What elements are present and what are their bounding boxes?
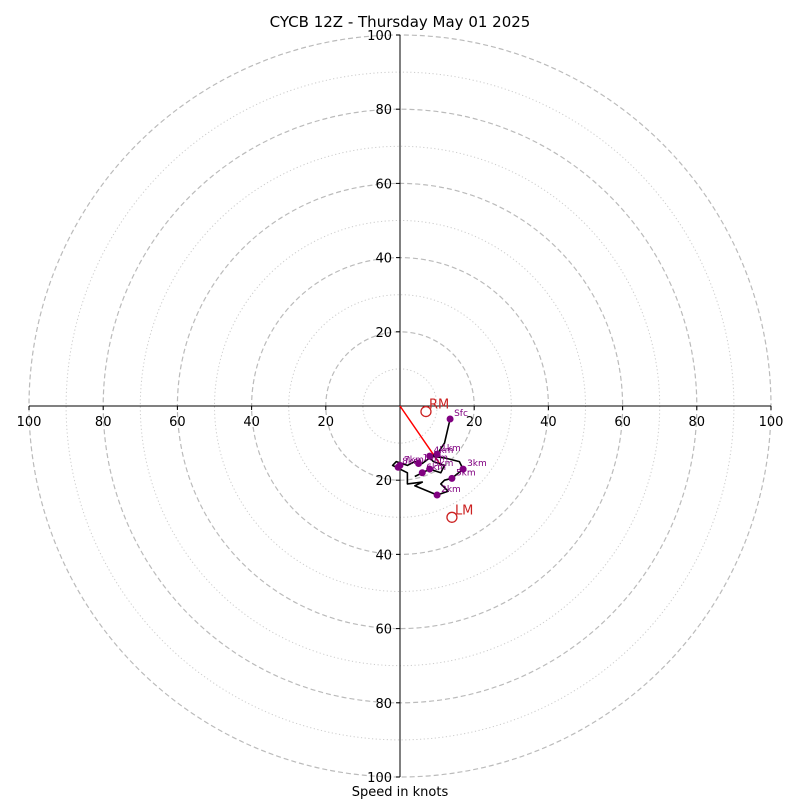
x-tick-label: 20: [466, 415, 483, 430]
height-point: [418, 469, 426, 477]
storm-motion-label: LM: [455, 503, 473, 518]
y-tick-label: 20: [375, 326, 392, 341]
y-tick-label: 40: [375, 548, 392, 563]
height-point: [433, 491, 441, 499]
x-tick-label: 20: [318, 415, 335, 430]
x-tick-label: 100: [759, 415, 784, 430]
storm-motion-marker: [420, 405, 432, 418]
y-tick-label: 60: [375, 177, 392, 192]
height-label: 8km: [402, 457, 422, 467]
height-point: [433, 450, 441, 458]
height-label: 6km: [426, 463, 446, 473]
height-label: Sfc: [454, 409, 468, 419]
chart-title: CYCB 12Z - Thursday May 01 2025: [270, 13, 531, 31]
x-axis-label: Speed in knots: [352, 785, 449, 800]
height-label: 10km: [423, 454, 448, 464]
height-point: [426, 465, 434, 473]
y-tick-label: 100: [367, 771, 392, 786]
height-label: 7km: [404, 455, 424, 465]
storm-motion-layer: RM LM: [420, 398, 473, 523]
height-label: 9km: [434, 459, 454, 469]
storm-motion-label: RM: [429, 398, 449, 413]
tick-labels: 100 80 60 40 20 20 40 60 80 100 100 80 60 40 20 20 40 60 8…: [17, 29, 784, 786]
y-tick-label: 20: [375, 474, 392, 489]
height-label: 1km: [441, 444, 461, 454]
height-label: 2km: [441, 485, 461, 495]
height-point: [426, 452, 434, 460]
hodograph-line: [391, 418, 464, 496]
height-label: 5km: [456, 468, 476, 478]
x-tick-label: 60: [169, 415, 186, 430]
storm-motion-marker: [446, 511, 458, 523]
height-point: [459, 465, 467, 473]
x-tick-label: 40: [540, 415, 557, 430]
y-tick-label: 60: [375, 623, 392, 638]
x-tick-label: 60: [614, 415, 631, 430]
height-point: [448, 474, 456, 482]
x-tick-label: 80: [95, 415, 112, 430]
x-tick-label: 40: [243, 415, 260, 430]
height-label: 3km: [467, 459, 487, 469]
y-tick-label: 100: [367, 29, 392, 44]
height-point: [446, 415, 454, 423]
x-tick-label: 80: [689, 415, 706, 430]
height-point: [415, 460, 423, 468]
height-label: 4km: [434, 446, 454, 456]
y-tick-label: 80: [375, 103, 392, 118]
height-point: [394, 463, 402, 471]
x-tick-label: 100: [17, 415, 42, 430]
y-tick-label: 80: [375, 697, 392, 712]
y-tick-label: 40: [375, 252, 392, 267]
